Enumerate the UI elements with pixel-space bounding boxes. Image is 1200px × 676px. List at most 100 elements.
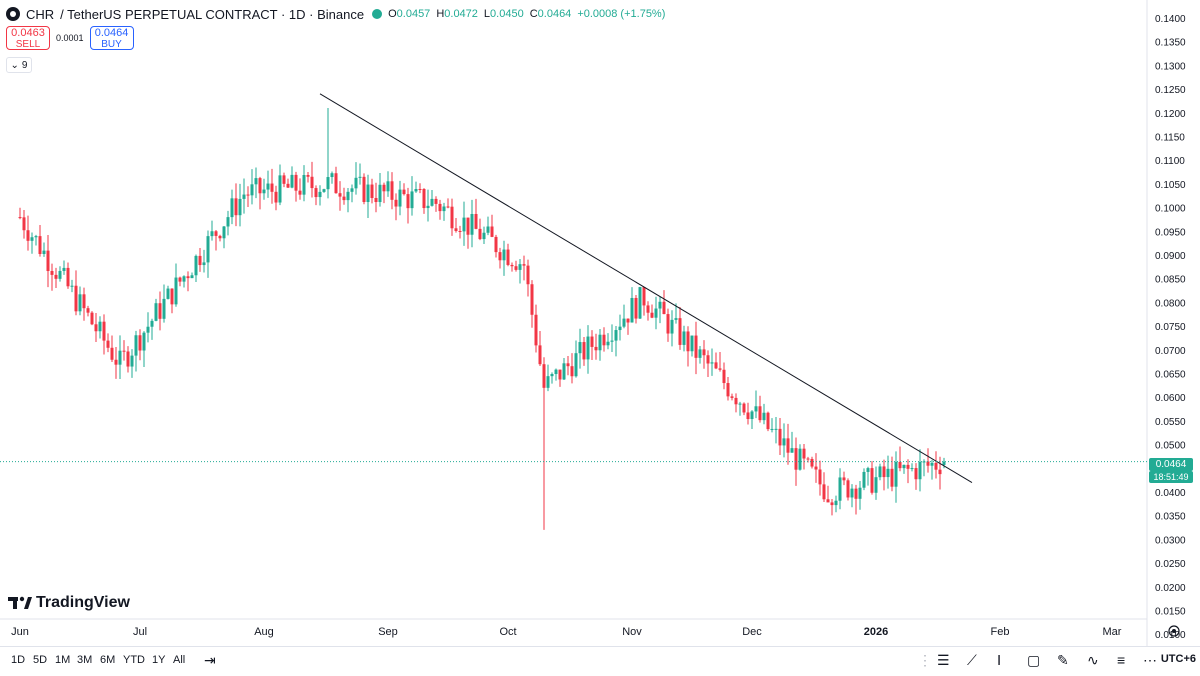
candle [814, 453, 818, 483]
price-tick-label: 0.0200 [1155, 583, 1186, 594]
candle [226, 210, 230, 236]
candle [514, 260, 518, 272]
candle [842, 471, 846, 486]
candle [726, 377, 730, 401]
range-1d[interactable]: 1D [11, 654, 26, 666]
candle [34, 234, 38, 246]
candle [234, 183, 238, 227]
candle [834, 495, 838, 513]
candle [610, 324, 614, 353]
pattern-tool-icon[interactable]: ∿ [1087, 652, 1099, 668]
range-3m[interactable]: 3M [77, 654, 93, 666]
candle [602, 327, 606, 352]
price-tick-label: 0.0700 [1155, 346, 1186, 357]
candle [886, 455, 890, 489]
time-tick-label: Jul [133, 626, 147, 638]
rectangle-tool-icon[interactable]: ▢ [1027, 652, 1041, 668]
candle [546, 364, 550, 392]
range-5d[interactable]: 5D [33, 654, 48, 666]
candle [894, 451, 898, 503]
time-tick-label: 2026 [864, 626, 888, 638]
candle [598, 328, 602, 361]
candle [718, 351, 722, 372]
measure-tool-icon[interactable]: ⋯ [1143, 652, 1157, 668]
symbol-description[interactable]: / TetherUS PERPETUAL CONTRACT · 1D · Bin… [60, 6, 365, 22]
candle [822, 472, 826, 502]
market-status-icon[interactable] [372, 9, 383, 19]
candle [302, 165, 306, 202]
price-tick-label: 0.0600 [1155, 393, 1186, 404]
trendline[interactable] [319, 93, 973, 483]
indicators-toggle[interactable]: ⌄ 9 [6, 57, 32, 73]
sell-button[interactable]: 0.0463 SELL [6, 26, 50, 50]
candle [338, 181, 342, 211]
price-tick-label: 0.0400 [1155, 488, 1186, 499]
buy-button[interactable]: 0.0464 BUY [89, 26, 134, 50]
candle [618, 314, 622, 341]
tradingview-logo-icon [8, 596, 32, 609]
price-tick-label: 0.1000 [1155, 204, 1186, 215]
candle [250, 169, 254, 205]
candle [682, 325, 686, 352]
candle [694, 321, 698, 375]
price-axis[interactable]: 0.1400 0.1350 0.1300 0.1250 0.1200 0.1150 0.11… [1155, 14, 1186, 641]
calendar-range-icon[interactable]: ⇥ [204, 652, 216, 668]
candle [858, 481, 862, 510]
candle [282, 172, 286, 188]
candle [122, 340, 126, 361]
range-all[interactable]: All [173, 654, 186, 666]
text-tool-icon[interactable]: Ⅰ [997, 652, 1002, 668]
candle [506, 243, 510, 267]
price-tick-label: 0.0250 [1155, 559, 1186, 570]
candle [826, 485, 830, 503]
chr-logo-icon [6, 7, 20, 21]
trendline-tool-icon[interactable]: ⟋ [967, 652, 977, 668]
symbol-name[interactable]: CHR [26, 6, 55, 22]
price-tick-label: 0.1150 [1155, 133, 1185, 144]
candle [390, 172, 394, 210]
candle [550, 372, 554, 384]
symbol-header: CHR / TetherUS PERPETUAL CONTRACT · 1D ·… [6, 4, 665, 24]
candle [182, 275, 186, 288]
candle [138, 329, 142, 361]
candle [450, 198, 454, 236]
drag-handle-icon[interactable]: ⋮ [918, 652, 932, 668]
candle [490, 214, 494, 238]
timezone-label[interactable]: UTC+6 [1160, 653, 1196, 665]
range-1m[interactable]: 1M [55, 654, 71, 666]
price-tick-label: 0.1300 [1155, 61, 1186, 72]
tradingview-watermark[interactable]: TradingView [8, 594, 130, 612]
fib-tool-icon[interactable]: ≡ [1117, 652, 1126, 668]
candle [270, 168, 274, 204]
candle [106, 333, 110, 353]
range-6m[interactable]: 6M [100, 654, 116, 666]
settings-icon[interactable] [1168, 625, 1180, 637]
price-tick-label: 0.0500 [1155, 441, 1186, 452]
candle [802, 444, 806, 470]
cursor-tool-icon[interactable]: ☰ [937, 652, 950, 668]
last-price-label: 0.0464 [1149, 458, 1193, 471]
candle [534, 304, 538, 353]
time-axis[interactable]: Jun Jul Aug Sep Oct Nov Dec 2026 Feb Mar [11, 626, 1122, 638]
candle [442, 202, 446, 221]
candle [386, 171, 390, 197]
candle [58, 266, 62, 282]
candle [94, 312, 98, 342]
brush-tool-icon[interactable]: ✎ [1057, 652, 1069, 668]
range-ytd[interactable]: YTD [123, 654, 145, 666]
range-1y[interactable]: 1Y [152, 654, 166, 666]
candle [290, 166, 294, 189]
candle [454, 218, 458, 233]
candle [882, 459, 886, 491]
candle [378, 173, 382, 207]
candle [754, 390, 758, 419]
candle [642, 287, 646, 316]
candle [158, 291, 162, 331]
time-tick-label: Dec [742, 626, 762, 638]
price-tick-label: 0.1350 [1155, 38, 1186, 49]
candle [502, 240, 506, 276]
candle [210, 220, 214, 241]
candle [838, 468, 842, 510]
candle [874, 466, 878, 500]
